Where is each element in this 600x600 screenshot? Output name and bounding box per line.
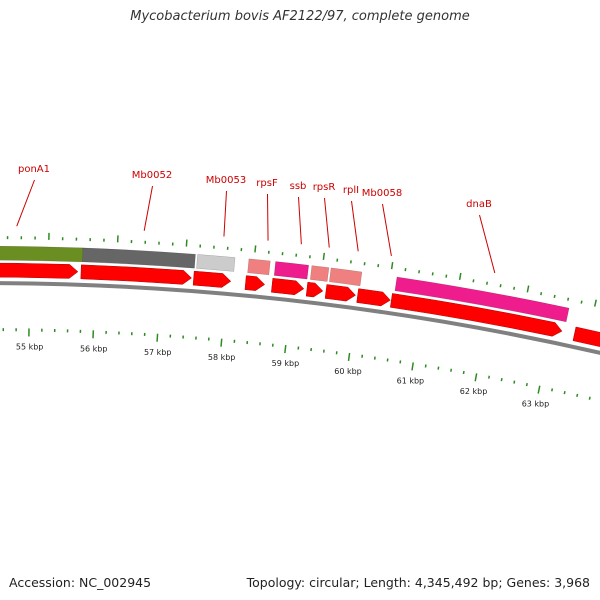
- scale-label: 56 kbp: [80, 344, 108, 353]
- cog-segment-mb0052: [82, 247, 196, 269]
- scale-tick: [411, 362, 414, 371]
- gene-label-mb0053: Mb0053: [206, 175, 246, 186]
- cog-segment-rpsr: [309, 265, 330, 282]
- upper-tick-track: [6, 232, 597, 307]
- cog-segment-ponA1: [0, 245, 84, 263]
- gene-leader-line: [382, 203, 392, 256]
- scale-tick: [551, 388, 554, 392]
- scale-tick: [462, 370, 465, 375]
- gene-leader-line: [324, 197, 330, 248]
- scale-tick: [220, 338, 223, 347]
- upper-tick: [567, 297, 570, 301]
- upper-tick: [486, 281, 489, 285]
- scale-tick: [588, 396, 591, 400]
- cds-arrow: [305, 281, 324, 298]
- upper-tick: [322, 252, 325, 260]
- gene-label-rpsf: rpsF: [256, 178, 278, 189]
- cog-segment-ssb: [273, 261, 309, 280]
- cog-feature-track: [0, 245, 570, 323]
- gene-label-group: ponA1 Mb0052 Mb0053 rpsF ssb rpsR rplI Mb0058 dn…: [16, 164, 496, 274]
- gene-label-rpsr: rpsR: [313, 182, 336, 193]
- gene-label-pona1: ponA1: [18, 164, 50, 175]
- scale-tick: [474, 373, 478, 382]
- upper-tick: [593, 299, 597, 307]
- upper-tick: [553, 294, 556, 299]
- scale-tick: [284, 345, 287, 354]
- cog-segment-dnab: [394, 276, 570, 323]
- cog-segment-rpsf: [247, 258, 271, 276]
- scale-tick: [500, 377, 503, 382]
- upper-tick: [526, 285, 530, 293]
- scale-label: 59 kbp: [272, 359, 300, 368]
- cds-arrow: [356, 288, 391, 307]
- cds-arrow: [192, 270, 232, 288]
- upper-tick: [499, 284, 502, 288]
- cds-arrow: [390, 293, 563, 337]
- gene-label-mb0052: Mb0052: [132, 170, 172, 181]
- cds-arrow: [572, 326, 600, 347]
- scale-tick: [563, 390, 566, 395]
- upper-tick: [458, 272, 462, 281]
- upper-tick: [580, 300, 583, 304]
- map-title: Mycobacterium bovis AF2122/97, complete …: [130, 9, 470, 24]
- scale-label: 57 kbp: [144, 348, 172, 357]
- scale-tick: [576, 393, 579, 397]
- scale-tick: [488, 375, 491, 379]
- cds-arrow: [324, 284, 356, 302]
- scale-tick: [537, 385, 541, 394]
- cds-arrow: [244, 275, 266, 291]
- scale-tick: [437, 366, 440, 370]
- cog-segment-mb0053: [196, 254, 236, 272]
- gene-label-rpli: rplI: [343, 185, 359, 196]
- scale-tick-track: [2, 328, 591, 400]
- upper-tick: [540, 292, 543, 296]
- scale-tick: [450, 368, 453, 372]
- scale-label: 55 kbp: [16, 342, 44, 351]
- gene-label-mb0058: Mb0058: [362, 188, 402, 199]
- scale-label-group: 55 kbp 56 kbp 57 kbp 58 kbp 59 kbp 60 kbp 61 k…: [16, 342, 549, 408]
- upper-tick: [390, 262, 394, 270]
- scale-label: 61 kbp: [397, 376, 425, 385]
- gene-leader-line: [479, 214, 496, 274]
- cds-arrow: [271, 278, 305, 296]
- gene-leader-line: [16, 179, 35, 227]
- upper-tick: [185, 239, 188, 247]
- gene-leader-line: [267, 193, 269, 241]
- scale-tick: [525, 383, 528, 387]
- scale-tick: [156, 333, 159, 342]
- genome-summary: Topology: circular; Length: 4,345,492 bp…: [246, 575, 590, 590]
- scale-tick: [513, 380, 516, 384]
- gene-leader-line: [143, 185, 153, 231]
- gene-leader-line: [298, 196, 302, 245]
- cds-arrow: [80, 264, 192, 285]
- cds-feature-track: [0, 262, 600, 347]
- scale-label: 63 kbp: [522, 399, 550, 408]
- scale-label: 62 kbp: [460, 387, 488, 396]
- gene-leader-line: [223, 190, 227, 237]
- upper-tick: [254, 245, 257, 253]
- upper-tick: [513, 286, 516, 290]
- scale-label: 60 kbp: [334, 367, 362, 376]
- upper-tick: [472, 279, 475, 283]
- genome-backbone: [0, 281, 600, 355]
- gene-label-ssb: ssb: [290, 181, 307, 192]
- accession-label: Accession: NC_002945: [9, 575, 152, 590]
- cds-arrow: [0, 262, 79, 279]
- gene-leader-line: [351, 200, 359, 252]
- scale-tick: [347, 352, 351, 362]
- gene-label-dnab: dnaB: [466, 199, 492, 210]
- scale-label: 58 kbp: [208, 353, 236, 362]
- cog-segment-rpli: [329, 267, 363, 287]
